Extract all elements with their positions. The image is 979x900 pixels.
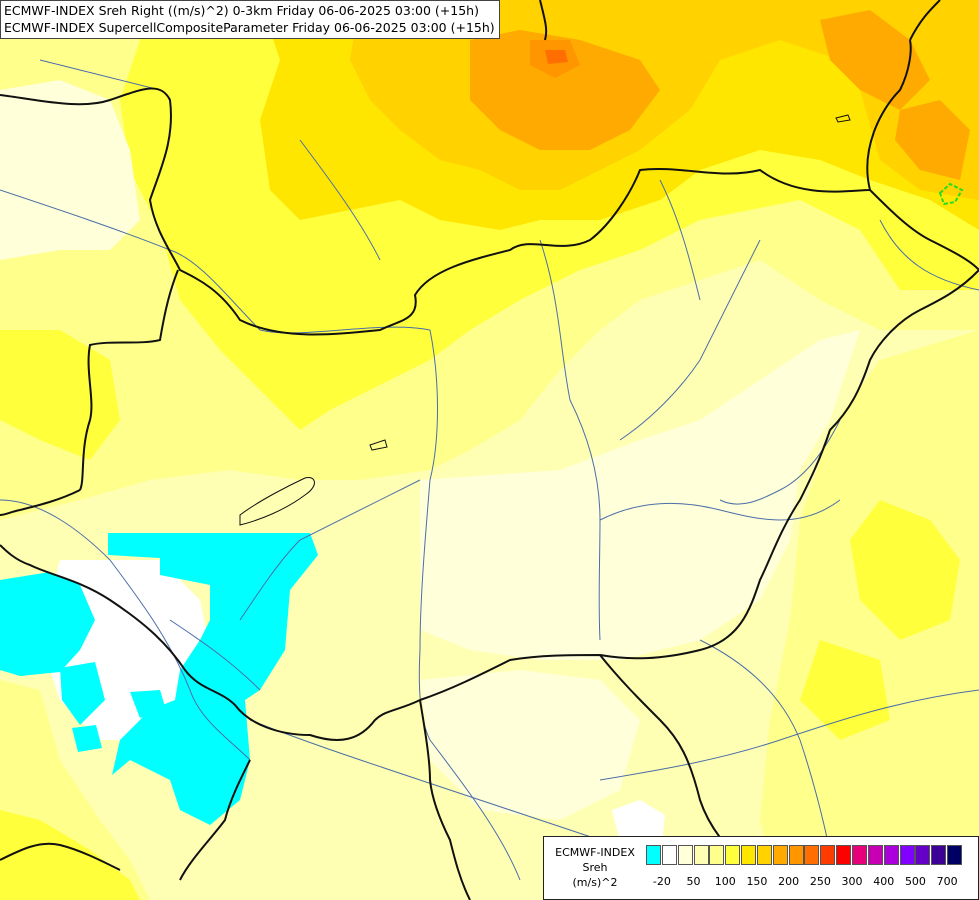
legend-swatches — [646, 845, 963, 865]
legend-swatch — [899, 845, 915, 865]
legend-swatch — [867, 845, 883, 865]
legend-swatch — [851, 845, 867, 865]
field-50-south — [420, 670, 640, 820]
field-neg-cyan-e — [72, 725, 102, 752]
legend-tick-label: 50 — [686, 875, 701, 888]
legend-swatch — [725, 845, 741, 865]
title-scp: ECMWF-INDEX SupercellCompositeParameter … — [4, 20, 495, 35]
lake-balaton — [239, 476, 315, 526]
legend-tick-label: 300 — [841, 875, 863, 888]
field-150-east — [850, 500, 960, 640]
rivers — [0, 59, 979, 900]
legend-swatch — [693, 845, 709, 865]
legend-swatch — [804, 845, 820, 865]
map-title: ECMWF-INDEX Sreh Right ((m/s)^2) 0-3km F… — [0, 0, 500, 39]
legend-swatch — [915, 845, 931, 865]
legend-tick-label: 100 — [714, 875, 736, 888]
legend-ticks: -20 50 100 150 200 250 300 400 500 700 — [646, 875, 976, 889]
lake-small-2 — [835, 114, 851, 123]
legend-title: ECMWF-INDEX Sreh (m/s)^2 — [546, 845, 644, 890]
field-150-sw — [0, 810, 140, 900]
legend-swatch — [741, 845, 757, 865]
legend-tick-label: 500 — [904, 875, 926, 888]
field-300 — [470, 30, 660, 150]
field-300c — [895, 100, 970, 180]
legend-swatch — [709, 845, 725, 865]
title-sreh: ECMWF-INDEX Sreh Right ((m/s)^2) 0-3km F… — [4, 3, 479, 18]
field-neg-cyan-d — [130, 690, 166, 718]
legend-swatch — [772, 845, 788, 865]
legend-swatch — [836, 845, 852, 865]
scp-contour — [938, 182, 964, 206]
legend-swatch — [788, 845, 804, 865]
legend-swatch — [931, 845, 947, 865]
legend-swatch — [677, 845, 693, 865]
legend-swatch — [756, 845, 772, 865]
legend-swatch — [947, 845, 963, 865]
legend-unit: (m/s)^2 — [572, 876, 618, 889]
legend-tick-label: 700 — [936, 875, 958, 888]
field-150-west — [0, 330, 120, 460]
legend-tick-label: 400 — [873, 875, 895, 888]
field-neg-cyan-a — [108, 533, 318, 825]
legend-swatch — [883, 845, 899, 865]
legend-model: ECMWF-INDEX — [555, 846, 635, 859]
legend-tick-label: 150 — [746, 875, 768, 888]
field-50-west — [0, 80, 140, 260]
field-100-east — [760, 330, 979, 900]
legend-tick-label: 200 — [778, 875, 800, 888]
legend-swatch — [646, 845, 661, 865]
legend-param: Sreh — [582, 861, 608, 874]
field-neg-white-s — [612, 800, 665, 842]
legend-tick-label: 250 — [809, 875, 831, 888]
field-150-east2 — [800, 640, 890, 740]
legend-swatch — [661, 845, 677, 865]
color-legend: ECMWF-INDEX Sreh (m/s)^2 -20 50 100 150 200 2… — [543, 836, 979, 900]
field-neg-cyan-c — [60, 662, 105, 725]
field-500 — [545, 50, 568, 64]
field-50-center — [420, 330, 860, 660]
legend-tick-label: -20 — [652, 875, 671, 888]
field-neg-cyan-b — [0, 572, 95, 676]
legend-swatch — [820, 845, 836, 865]
lake-small — [369, 439, 388, 451]
